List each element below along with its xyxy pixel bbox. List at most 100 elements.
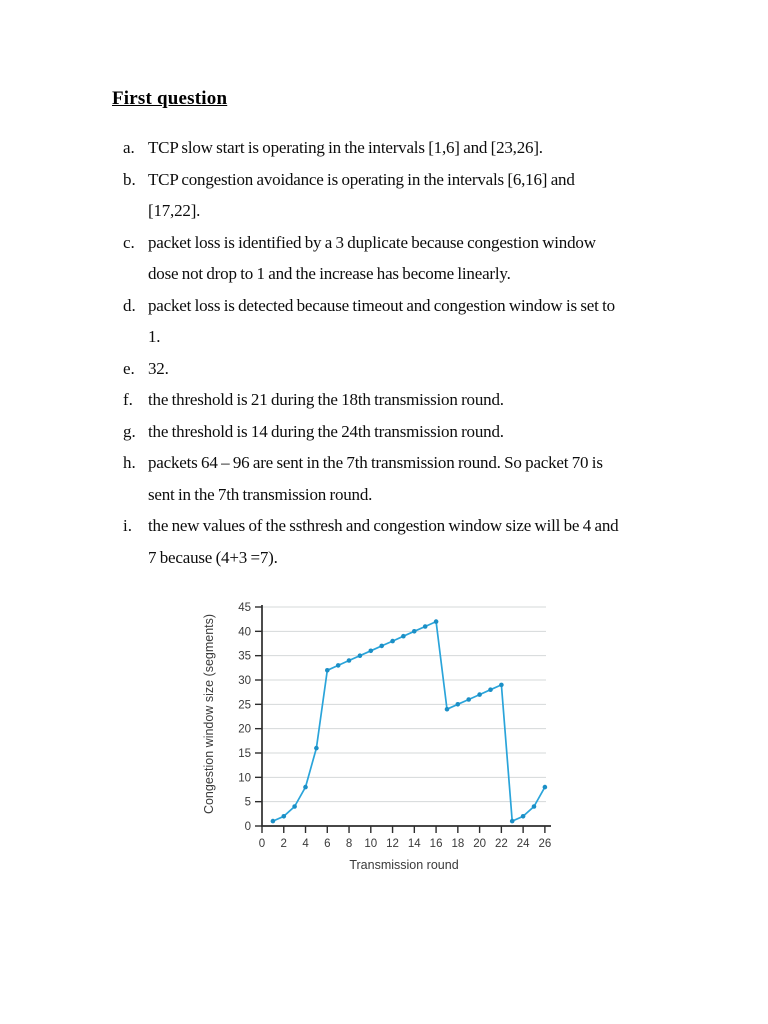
list-marker: f. — [123, 390, 133, 409]
list-item-line: packets 64 – 96 are sent in the 7th tran… — [148, 453, 603, 472]
data-point — [379, 643, 384, 649]
list-item-line: the threshold is 14 during the 24th tran… — [148, 421, 504, 441]
x-tick-label: 16 — [430, 838, 443, 850]
list-item-text: TCP congestion avoidance is operating in… — [148, 164, 683, 227]
chart-gridlines — [262, 606, 546, 803]
y-tick-label: 0 — [245, 821, 251, 833]
data-point — [281, 814, 287, 819]
x-tick-label: 0 — [259, 838, 265, 850]
list-marker: e. — [123, 358, 135, 378]
list-item-line: TCP slow start is operating in the inter… — [148, 138, 543, 157]
list-item-line: packet loss is identified by a 3 duplica… — [148, 232, 596, 252]
list-item-text: TCP slow start is operating in the inter… — [148, 132, 683, 164]
list-item-line: 32. — [148, 358, 169, 378]
list-item-text: the new values of the ssthresh and conge… — [148, 510, 683, 573]
list-item-text: the threshold is 14 during the 24th tran… — [148, 416, 683, 448]
list-item: g. the threshold is 14 during the 24th tr… — [123, 416, 683, 448]
list-item-text: packet loss is identified by a 3 duplica… — [148, 227, 683, 290]
y-tick-label: 35 — [238, 651, 251, 663]
data-point — [325, 668, 330, 673]
list-item-line: TCP congestion avoidance is operating in… — [148, 169, 575, 189]
data-point — [488, 687, 493, 692]
y-tick-label: 25 — [238, 699, 251, 711]
x-tick-label: 4 — [302, 838, 309, 850]
list-item-line: 7 because (4+3 =7). — [148, 547, 278, 567]
data-point — [412, 629, 417, 634]
data-point — [270, 818, 276, 824]
x-tick-label: 12 — [386, 838, 399, 850]
chart-axes — [261, 604, 551, 827]
data-point — [346, 658, 352, 663]
data-point — [466, 697, 472, 702]
data-point — [509, 818, 515, 824]
x-tick-label: 8 — [346, 838, 352, 850]
list-item: e. 32. — [123, 353, 683, 385]
data-point — [335, 663, 341, 668]
series-line — [272, 620, 546, 822]
data-point — [444, 706, 450, 712]
list-marker: d. — [123, 295, 136, 315]
list-item-line: the threshold is 21 during the 18th tran… — [148, 390, 504, 409]
congestion-window-chart: 0 5 10 15 20 25 30 35 40 45 0 2 4 6 8 10 12 14 16 18 20 22 24 2… — [175, 588, 575, 893]
x-tick-label: 26 — [538, 838, 551, 850]
list-item-line: dose not drop to 1 and the increase has … — [148, 264, 511, 283]
x-tick-label: 10 — [364, 838, 377, 850]
data-point — [368, 648, 374, 654]
y-tick-label: 30 — [238, 675, 251, 687]
list-item-text: 32. — [148, 353, 683, 385]
list-item: c. packet loss is identified by a 3 dupli… — [123, 227, 683, 290]
y-tick-label: 15 — [238, 748, 251, 760]
x-tick-label: 6 — [324, 838, 330, 850]
chart-line-series — [270, 619, 548, 824]
x-tick-label: 18 — [451, 838, 464, 850]
y-axis-title: Congestion window size (segments) — [202, 614, 216, 814]
list-item: i. the new values of the ssthresh and con… — [123, 510, 683, 573]
x-tick-label: 24 — [517, 838, 530, 850]
list-item-text: the threshold is 21 during the 18th tran… — [148, 384, 683, 416]
answers-list: a. TCP slow start is operating in the int… — [123, 132, 683, 573]
data-point — [542, 784, 548, 790]
y-tick-label: 20 — [238, 724, 251, 736]
data-point — [422, 624, 428, 629]
data-point — [357, 653, 363, 658]
y-tick-label: 5 — [245, 797, 251, 809]
list-item: f. the threshold is 21 during the 18th tr… — [123, 384, 683, 416]
list-item: a. TCP slow start is operating in the int… — [123, 132, 683, 164]
list-marker: h. — [123, 453, 136, 472]
list-marker: i. — [123, 516, 132, 535]
data-point — [499, 682, 504, 688]
data-point — [531, 804, 537, 809]
page-title: First question — [112, 88, 228, 109]
x-tick-label: 2 — [281, 838, 287, 850]
data-point — [314, 745, 319, 751]
list-marker: b. — [123, 169, 136, 189]
list-item-line: the new values of the ssthresh and conge… — [148, 516, 619, 535]
list-item-line: sent in the 7th transmission round. — [148, 484, 373, 504]
y-tick-label: 40 — [238, 626, 251, 638]
list-marker: g. — [123, 421, 136, 441]
list-item-text: packets 64 – 96 are sent in the 7th tran… — [148, 447, 683, 510]
data-point — [303, 784, 308, 790]
x-tick-label: 20 — [473, 838, 486, 850]
data-point — [455, 702, 461, 707]
chart-tick-marks — [255, 606, 546, 833]
data-point — [520, 814, 526, 819]
data-point — [477, 692, 482, 697]
x-tick-label: 14 — [408, 838, 421, 850]
data-point — [292, 804, 297, 809]
list-item-text: packet loss is detected because timeout … — [148, 290, 683, 353]
data-point — [401, 633, 406, 639]
data-point — [433, 619, 439, 624]
y-tick-label: 45 — [238, 602, 251, 614]
list-marker: a. — [123, 138, 135, 157]
x-axis-title: Transmission round — [349, 858, 458, 872]
data-point — [390, 638, 395, 644]
list-item-line: 1. — [148, 327, 161, 346]
list-item: d. packet loss is detected because timeou… — [123, 290, 683, 353]
list-item-line: packet loss is detected because timeout … — [148, 295, 615, 315]
list-item-line: [17,22]. — [148, 201, 201, 220]
list-marker: c. — [123, 232, 135, 252]
